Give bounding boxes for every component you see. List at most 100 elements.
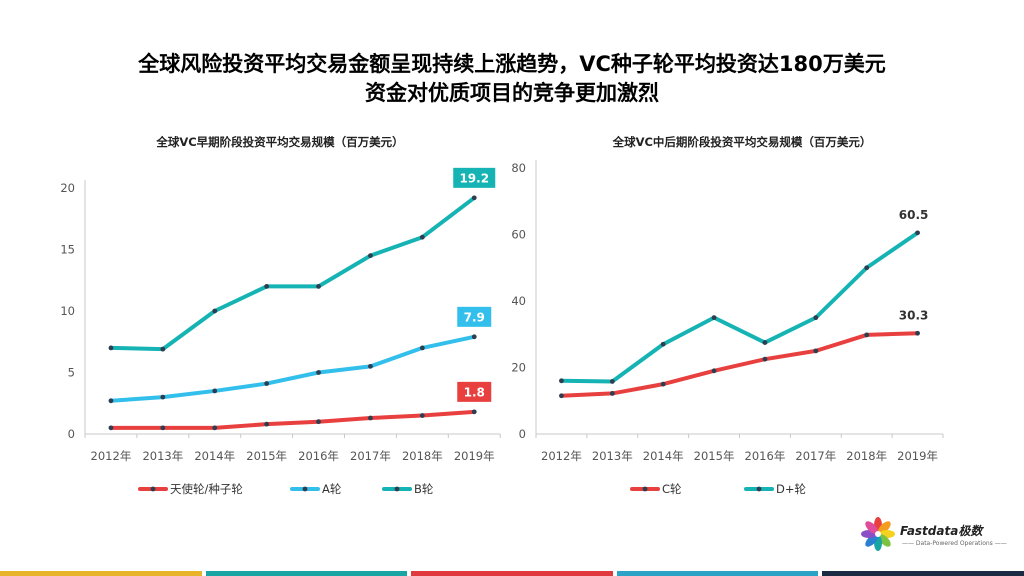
chart-0-y-tick-label: 0 xyxy=(68,427,75,441)
chart-0-series-0-point xyxy=(160,425,166,431)
footer-bar-3 xyxy=(616,571,819,576)
early-stage-line-chart: 全球VC早期阶段投资平均交易规模（百万美元） 0 5 10 15 20 2012年 2013年… xyxy=(60,135,501,496)
chart-1-series-1-point xyxy=(864,265,870,271)
chart-0-legend-label-2: B轮 xyxy=(414,482,434,496)
chart-0-x-tick-label: 2014年 xyxy=(194,449,235,463)
chart-1-y-tick-label: 60 xyxy=(512,228,526,242)
footer-color-bars xyxy=(0,571,1024,576)
chart-0-data-label-bg-0 xyxy=(457,381,492,402)
chart-0-series-line-0 xyxy=(108,409,477,430)
chart-0-x-tick-label: 2012年 xyxy=(91,449,132,463)
chart-0-y-tick-label: 20 xyxy=(60,181,75,195)
chart-1-x-tick-label: 2012年 xyxy=(541,449,582,463)
chart-1-series-0-point xyxy=(559,393,564,399)
brand-tagline: —— Data-Powered Operations —— xyxy=(902,540,1007,547)
chart-1-title: 全球VC中后期阶段投资平均交易规模（百万美元） xyxy=(612,135,872,149)
chart-0-legend-label-0: 天使轮/种子轮 xyxy=(170,482,243,496)
chart-0-x-tick-label: 2018年 xyxy=(402,449,443,463)
chart-0-legend-label-1: A轮 xyxy=(322,482,342,496)
chart-1-data-label-0: 30.3 xyxy=(899,308,929,322)
chart-0-series-1-point xyxy=(160,394,166,400)
chart-1-series-0-point xyxy=(609,391,615,396)
chart-0-series-1-point xyxy=(212,388,218,394)
chart-1-legend-marker-0 xyxy=(642,486,648,492)
chart-1-y-tick-label: 20 xyxy=(512,361,526,375)
chart-0-legend-marker-2 xyxy=(394,486,400,492)
chart-1-series-0-point xyxy=(660,381,666,387)
chart-0-data-label-bg-1 xyxy=(457,306,492,327)
chart-1-series-0-point xyxy=(915,330,920,336)
chart-0-series-2-point xyxy=(264,284,270,289)
chart-0-data-label-0: 1.8 xyxy=(464,385,485,399)
chart-1-series-1-point xyxy=(660,341,666,347)
chart-0-data-label-2: 19.2 xyxy=(459,171,489,185)
chart-1-x-tick-label: 2017年 xyxy=(795,449,836,463)
page-title-line-2: 资金对优质项目的竞争更加激烈 xyxy=(365,81,659,105)
chart-0-series-1-point xyxy=(108,398,114,404)
chart-1-series-1-point xyxy=(711,315,717,321)
chart-1-series-0-point xyxy=(711,368,717,374)
brand-name: Fastdata极数 xyxy=(900,524,983,538)
footer-bar-4 xyxy=(822,571,1024,576)
chart-1-y-tick-label: 80 xyxy=(512,161,526,175)
chart-0-data-label-1: 7.9 xyxy=(464,310,485,324)
chart-1-y-tick-label: 0 xyxy=(519,427,526,441)
chart-0-x-tick-label: 2013年 xyxy=(142,449,183,463)
chart-1-data-label-1: 60.5 xyxy=(899,208,929,222)
chart-1-x-tick-label: 2013年 xyxy=(592,449,633,463)
chart-0-x-tick-label: 2019年 xyxy=(454,449,495,463)
chart-1-series-0-point xyxy=(813,348,819,354)
chart-0-x-tick-label: 2017年 xyxy=(350,449,391,463)
chart-0-series-2-point xyxy=(108,345,114,351)
chart-0-series-1-point xyxy=(264,381,270,386)
chart-0-series-0-point xyxy=(368,415,373,421)
chart-1-series-0-point xyxy=(762,356,768,362)
chart-0-y-tick-label: 10 xyxy=(60,304,75,318)
chart-1-x-tick-label: 2018年 xyxy=(846,449,887,463)
chart-1-series-1-point xyxy=(762,340,768,345)
chart-0-x-tick-label: 2015年 xyxy=(246,449,287,463)
late-stage-line-chart: 全球VC中后期阶段投资平均交易规模（百万美元） 0 20 40 60 80 2012年 201… xyxy=(512,135,944,496)
chart-1-x-tick-label: 2015年 xyxy=(694,449,735,463)
chart-0-series-0-point xyxy=(471,409,477,415)
footer-bar-0 xyxy=(0,571,202,576)
chart-1-x-tick-label: 2016年 xyxy=(745,449,786,463)
chart-0-series-0-point xyxy=(316,419,321,425)
chart-0-y-tick-label: 15 xyxy=(60,243,75,257)
chart-1-legend-marker-1 xyxy=(756,486,762,492)
chart-0-series-2-point xyxy=(160,346,166,352)
chart-1-series-line-0 xyxy=(559,331,920,398)
chart-1-x-tick-label: 2019年 xyxy=(897,449,938,463)
chart-0-legend-marker-1 xyxy=(302,486,308,492)
chart-0-series-2-point xyxy=(471,195,477,201)
chart-0-series-1-point xyxy=(471,334,477,340)
chart-1-series-1-point xyxy=(915,230,920,236)
footer-bar-1 xyxy=(205,571,408,576)
chart-0-series-1-point xyxy=(368,363,373,369)
chart-0-series-0-point xyxy=(419,413,425,418)
page-title: 全球风险投资平均交易金额呈现持续上涨趋势，VC种子轮平均投资达180万美元 资金… xyxy=(0,50,1024,108)
chart-0-series-2-point xyxy=(316,284,321,289)
chart-0-series-1-point xyxy=(419,345,425,351)
chart-0-series-0-point xyxy=(264,421,270,427)
chart-1-series-1-point xyxy=(813,315,819,321)
chart-0-series-1-point xyxy=(316,370,321,375)
brand-logo: Fastdata极数 —— Data-Powered Operations —— xyxy=(860,514,1010,554)
chart-0-series-line-1 xyxy=(108,334,477,403)
chart-0-legend-marker-0 xyxy=(150,486,156,492)
chart-0-x-tick-label: 2016年 xyxy=(298,449,339,463)
chart-0-y-tick-label: 5 xyxy=(68,366,75,380)
footer-bar-2 xyxy=(411,571,613,576)
pinwheel-logo-icon xyxy=(861,517,895,551)
chart-1-y-tick-label: 40 xyxy=(512,294,526,308)
chart-1-series-1-point xyxy=(609,379,615,384)
chart-1-legend-label-0: C轮 xyxy=(662,482,682,496)
chart-0-series-2-point xyxy=(419,234,425,240)
chart-0-series-line-2 xyxy=(108,195,477,352)
chart-0-title: 全球VC早期阶段投资平均交易规模（百万美元） xyxy=(155,135,403,149)
chart-0-series-0-point xyxy=(212,425,218,431)
chart-1-series-line-1 xyxy=(559,230,920,384)
chart-0-series-0-point xyxy=(108,425,114,431)
chart-0-series-2-point xyxy=(212,308,218,314)
chart-0-series-2-point xyxy=(368,253,373,259)
